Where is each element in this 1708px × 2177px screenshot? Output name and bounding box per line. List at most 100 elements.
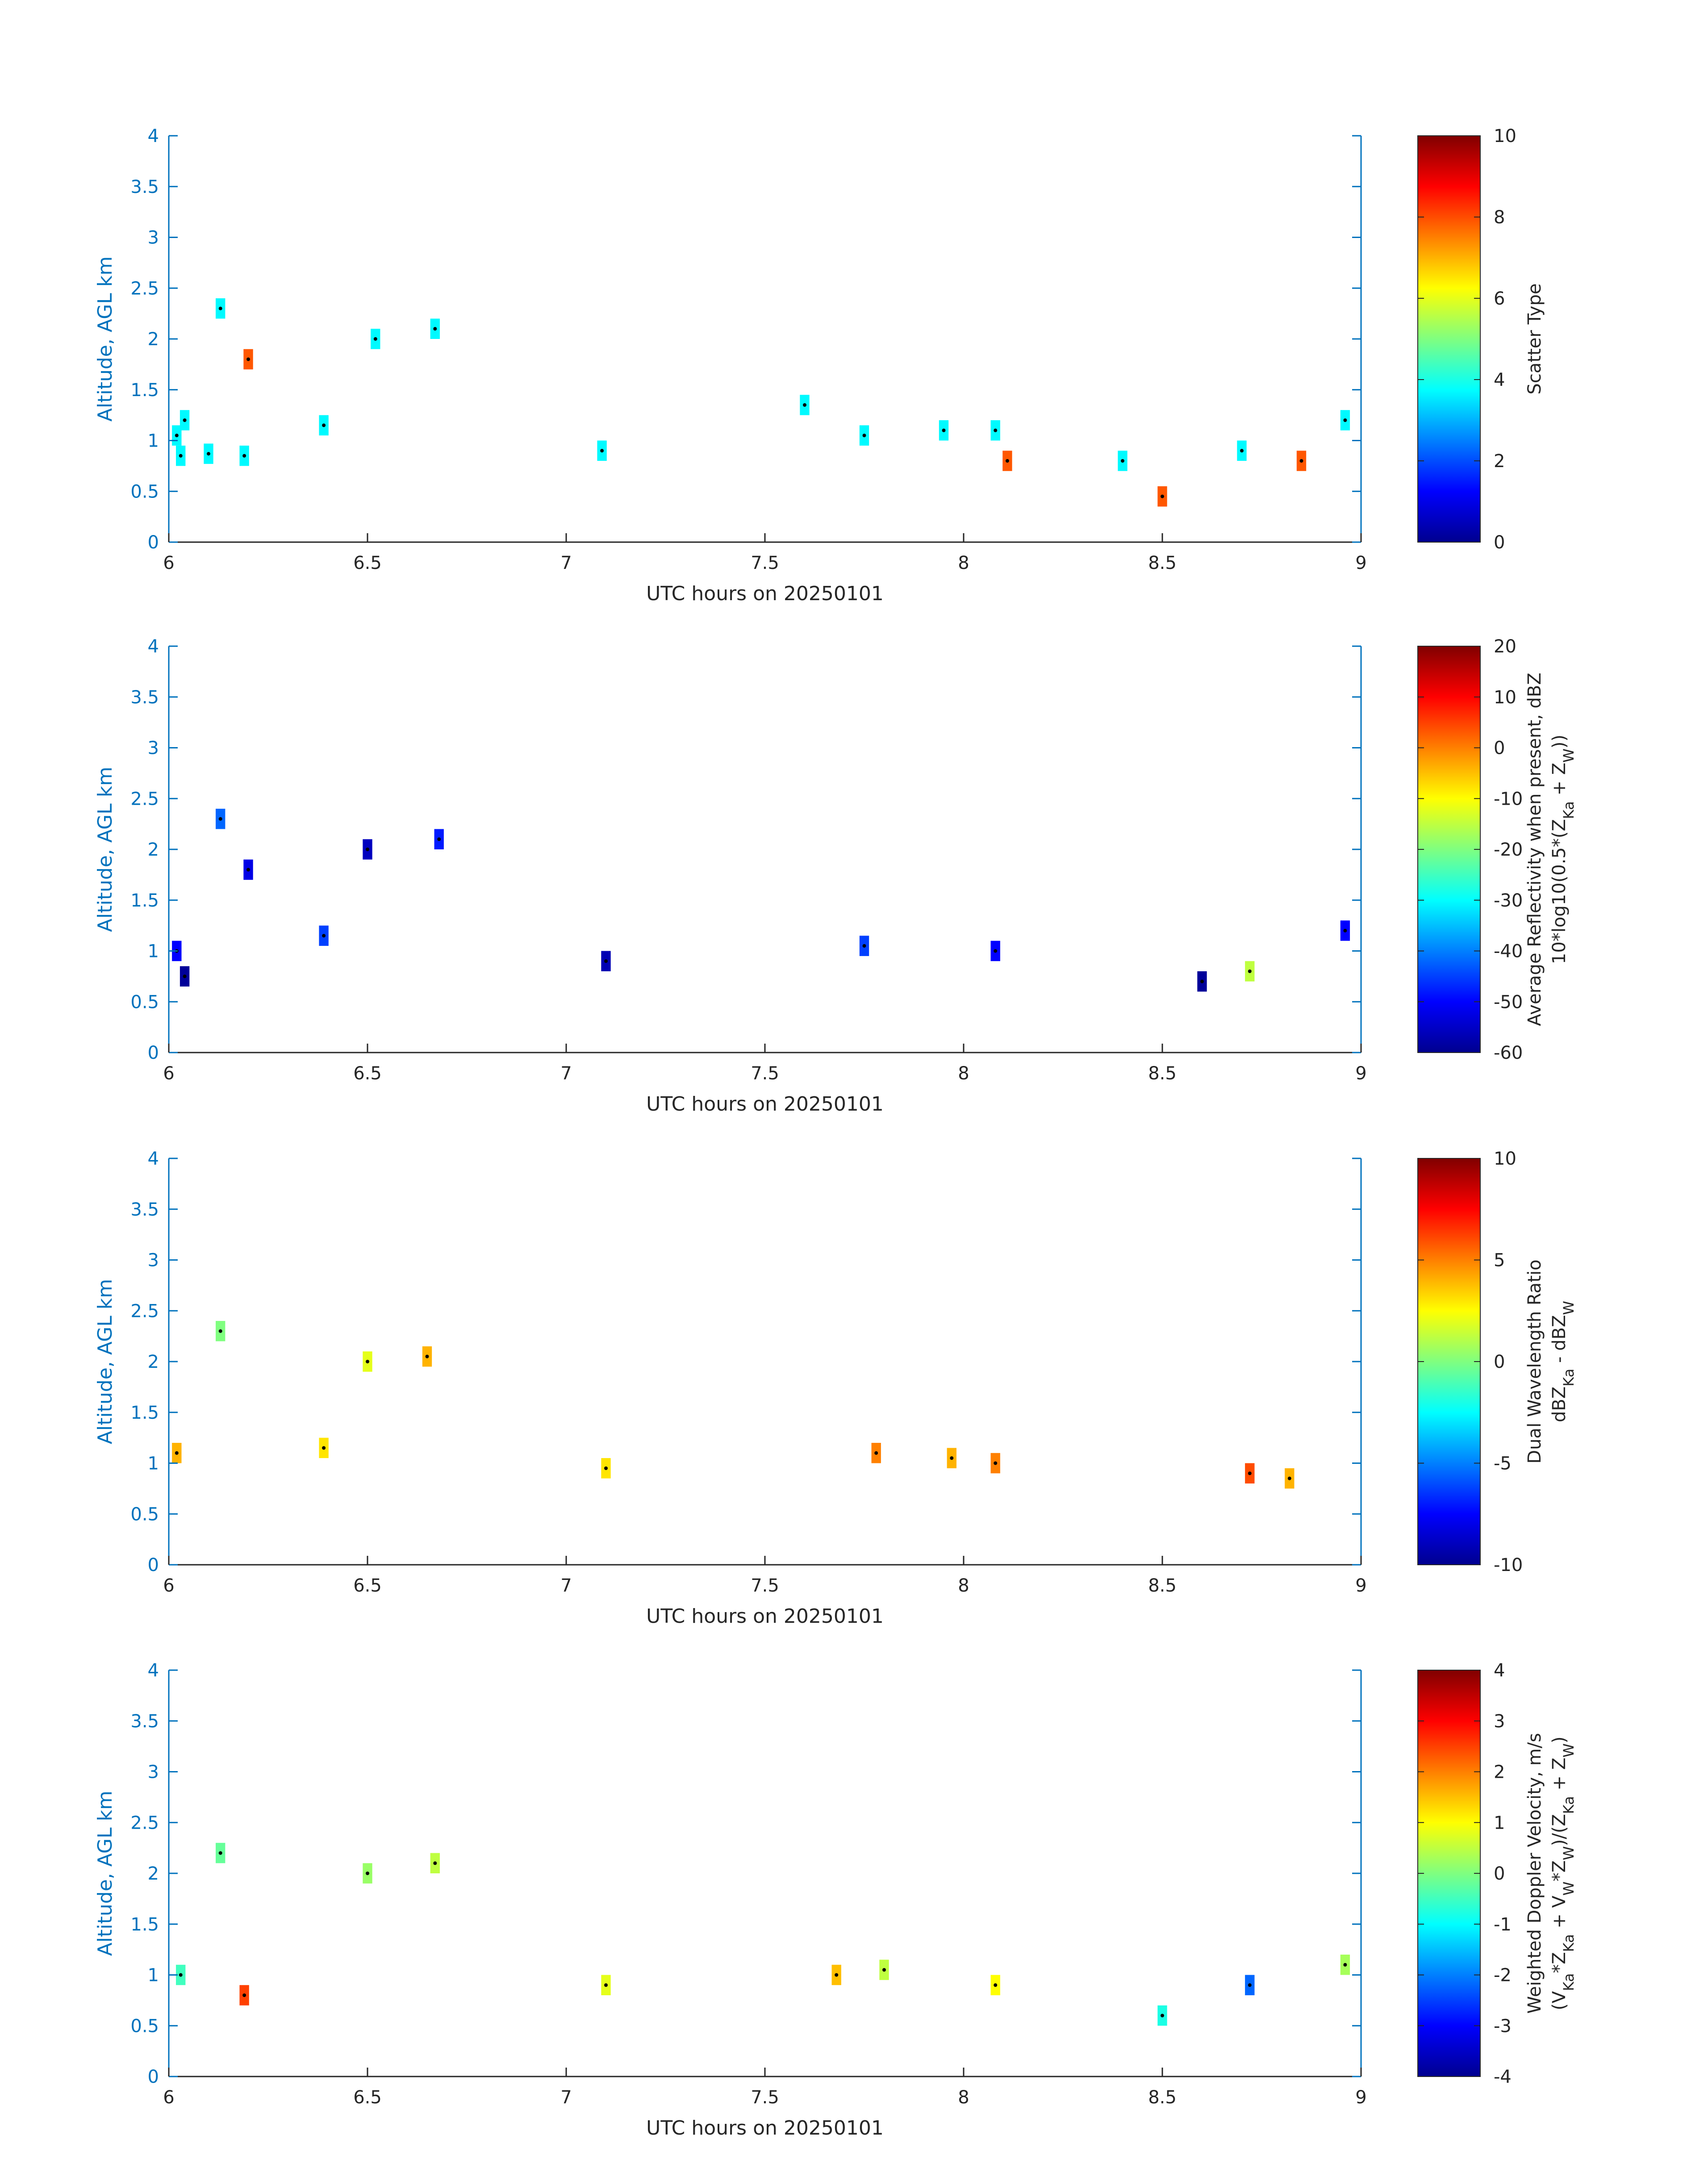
y-tick-label: 2: [148, 840, 159, 860]
y-tick-label: 3: [148, 228, 159, 248]
cloud-base-marker: [373, 337, 377, 341]
x-tick-label: 6.5: [353, 2087, 382, 2108]
x-tick-label: 7: [560, 2087, 572, 2108]
x-tick-label: 6.5: [353, 1063, 382, 1084]
y-tick-label: 3.5: [130, 1711, 159, 1732]
x-tick-label: 6: [163, 2087, 174, 2108]
colorbar-label-formula: (VKa*ZKa + VW*ZW)/(ZKa + ZW): [1549, 1736, 1577, 2010]
y-axis-label: Altitude, AGL km: [94, 256, 117, 422]
cloud-base-marker: [425, 1354, 429, 1358]
cloud-base-marker: [1240, 449, 1244, 453]
cloud-base-marker: [433, 327, 437, 331]
cloud-base-marker: [1343, 1963, 1347, 1967]
x-tick-label: 9: [1355, 1575, 1366, 1596]
y-tick-label: 4: [148, 1149, 159, 1169]
colorbar-tick-label: 0: [1494, 1864, 1505, 1884]
y-tick-label: 2.5: [130, 1813, 159, 1833]
colorbar-gradient: [1417, 646, 1481, 1053]
y-tick-label: 2: [148, 329, 159, 350]
cloud-base-marker: [1200, 979, 1204, 983]
panel-2: 0 0.5 1 1.5 2 2.5 3 3.5 4 6 6.5 7 7.5 8 8.5 9 UTC hours …: [94, 636, 1577, 1116]
x-tick-label: 9: [1355, 1063, 1366, 1084]
colorbar-label-formula: dBZKa - dBZW: [1549, 1301, 1577, 1422]
cloud-base-marker: [242, 1993, 246, 1997]
cloud-base-marker: [862, 944, 866, 948]
cloud-base-marker: [1161, 494, 1164, 498]
x-axis-label: UTC hours on 20250101: [646, 582, 884, 605]
cloud-base-marker: [207, 452, 210, 456]
cloud-base-marker: [437, 837, 441, 841]
y-tick-label: 4: [148, 1660, 159, 1681]
colorbar-label-formula: 10*log10(0.5*(ZKa + ZW)): [1549, 735, 1577, 964]
cloud-base-marker: [604, 959, 608, 963]
y-tick-label: 0.5: [130, 2016, 159, 2036]
cloud-base-marker: [835, 1973, 839, 1977]
colorbar-gradient: [1417, 1670, 1481, 2077]
x-axis-label: UTC hours on 20250101: [646, 1093, 884, 1116]
colorbar-gradient: [1417, 135, 1481, 543]
colorbar-tick-label: 3: [1494, 1711, 1505, 1732]
y-tick-label: 1.5: [130, 380, 159, 401]
y-tick-label: 0: [148, 1555, 159, 1575]
y-axis-label: Altitude, AGL km: [94, 1791, 117, 1956]
colorbar-tick-label: -10: [1494, 1555, 1523, 1575]
cloud-base-marker: [994, 949, 998, 953]
y-tick-label: 1.5: [130, 1914, 159, 1935]
y-tick-label: 3: [148, 738, 159, 759]
y-tick-label: 0: [148, 532, 159, 553]
cloud-base-marker: [994, 1461, 998, 1465]
x-tick-label: 7.5: [751, 553, 779, 573]
y-tick-label: 3.5: [130, 687, 159, 708]
colorbar-tick-label: 0: [1494, 738, 1505, 759]
y-tick-label: 4: [148, 126, 159, 146]
colorbar-label: Dual Wavelength Ratio: [1524, 1259, 1545, 1463]
x-tick-label: 7: [560, 1575, 572, 1596]
panel-1: 0 0.5 1 1.5 2 2.5 3 3.5 4 6 6.5 7 7.5 8 8.5 9 UTC hours …: [94, 126, 1545, 605]
colorbar: -4 -3 -2 -1 0 1 2 3 4 Weighted Doppler Velocity, …: [1417, 1660, 1577, 2087]
y-tick-label: 0.5: [130, 992, 159, 1012]
cloud-base-marker: [179, 1973, 183, 1977]
cloud-base-marker: [322, 934, 326, 938]
colorbar-tick-label: 10: [1494, 687, 1516, 708]
cloud-base-marker: [246, 868, 250, 872]
cloud-base-marker: [246, 357, 250, 361]
y-tick-label: 3.5: [130, 177, 159, 197]
cloud-base-marker: [183, 418, 187, 422]
y-tick-label: 1.5: [130, 890, 159, 911]
colorbar-tick-label: -5: [1494, 1454, 1512, 1474]
cloud-base-marker: [604, 1466, 608, 1470]
colorbar-tick-label: 4: [1494, 1660, 1505, 1681]
cloud-base-marker: [1161, 2014, 1164, 2018]
cloud-base-marker: [1121, 459, 1124, 463]
x-tick-label: 6.5: [353, 553, 382, 573]
heatmap-cells: [172, 1321, 1295, 1489]
colorbar-label: Weighted Doppler Velocity, m/s: [1524, 1733, 1545, 2014]
colorbar-tick-label: 2: [1494, 451, 1505, 472]
panel-3: 0 0.5 1 1.5 2 2.5 3 3.5 4 6 6.5 7 7.5 8 8.5 9 UTC hours …: [94, 1149, 1577, 1628]
y-tick-label: 3: [148, 1250, 159, 1271]
x-axis-label: UTC hours on 20250101: [646, 2117, 884, 2139]
cloud-base-marker: [322, 1446, 326, 1450]
colorbar-tick-label: 20: [1494, 636, 1516, 657]
colorbar-tick-label: -20: [1494, 840, 1523, 860]
x-tick-label: 7.5: [751, 1063, 779, 1084]
x-tick-label: 9: [1355, 2087, 1366, 2108]
y-tick-label: 1: [148, 1454, 159, 1474]
x-tick-label: 6.5: [353, 1575, 382, 1596]
colorbar: 0 2 4 6 8 10 Scatter Type: [1417, 126, 1545, 553]
x-tick-label: 8.5: [1148, 1063, 1177, 1084]
colorbar-tick-label: 2: [1494, 1762, 1505, 1783]
cloud-base-marker: [218, 817, 222, 821]
cloud-base-marker: [1287, 1476, 1291, 1480]
colorbar-tick-label: -2: [1494, 1965, 1512, 1986]
colorbar-tick-label: 5: [1494, 1250, 1505, 1271]
cloud-base-marker: [874, 1451, 878, 1455]
panel-4: 0 0.5 1 1.5 2 2.5 3 3.5 4 6 6.5 7 7.5 8 8.5 9 UTC hours …: [94, 1660, 1577, 2139]
y-axis-label: Altitude, AGL km: [94, 767, 117, 932]
x-tick-label: 7: [560, 1063, 572, 1084]
colorbar: -60 -50 -40 -30 -20 -10 0 10 20 Average Reflectiv…: [1417, 636, 1577, 1063]
heatmap-cells: [176, 1843, 1350, 2026]
cloud-base-marker: [175, 434, 179, 438]
colorbar: -10 -5 0 5 10 Dual Wavelength Ratio dBZKa - dB…: [1417, 1149, 1577, 1575]
